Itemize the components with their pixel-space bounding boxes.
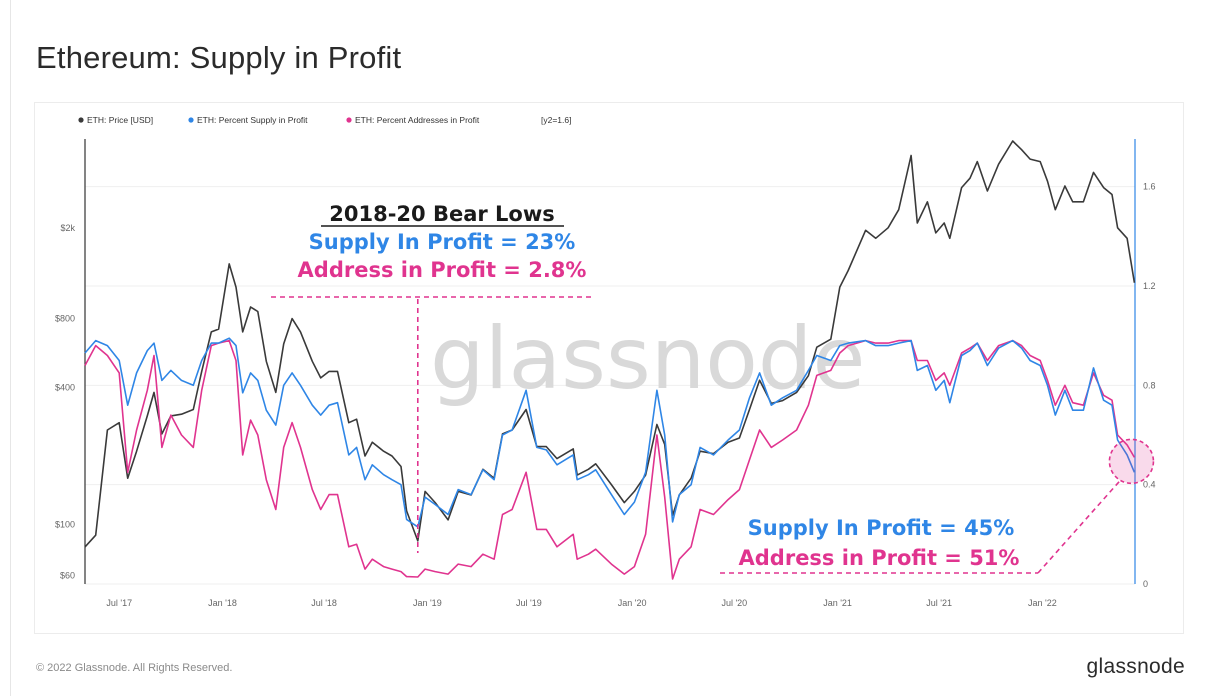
x-tick-label: Jul '19 [516, 598, 542, 608]
legend-dot [78, 117, 83, 122]
x-tick-label: Jan '18 [208, 598, 237, 608]
y-left-tick-label: $60 [60, 570, 75, 580]
annotation-current-highlight [1109, 439, 1153, 483]
y-right-tick-label: 0 [1143, 579, 1148, 589]
chart-legend: ETH: Price [USD] ETH: Percent Supply in P… [78, 115, 571, 125]
annotation-bear-address: Address in Profit = 2.8% [298, 258, 587, 282]
left-border [10, 0, 11, 696]
annotation-current-address: Address in Profit = 51% [739, 546, 1020, 570]
y-left-tick-label: $100 [55, 520, 75, 530]
y-right-tick-label: 0.4 [1143, 480, 1156, 490]
legend-label: [y2=1.6] [541, 115, 571, 125]
y-right-tick-label: 0.8 [1143, 380, 1156, 390]
chart-svg: glassnode ETH: Price [USD] ETH: Percent S… [35, 103, 1185, 635]
x-tick-label: Jul '18 [311, 598, 337, 608]
x-tick-label: Jul '17 [106, 598, 132, 608]
page-title: Ethereum: Supply in Profit [36, 40, 401, 76]
y-left-tick-label: $800 [55, 314, 75, 324]
y-right-tick-label: 1.6 [1143, 182, 1156, 192]
legend-label: ETH: Price [USD] [87, 115, 153, 125]
x-tick-label: Jul '21 [926, 598, 952, 608]
legend-dot [188, 117, 193, 122]
y-left-tick-label: $2k [60, 223, 75, 233]
footer-brand-logo[interactable]: glassnode [1087, 655, 1185, 679]
annotation-bear-supply: Supply In Profit = 23% [309, 230, 576, 254]
chart-frame: glassnode ETH: Price [USD] ETH: Percent S… [34, 102, 1184, 634]
watermark-text: glassnode [430, 309, 865, 409]
y-right-tick-label: 1.2 [1143, 281, 1156, 291]
x-tick-label: Jan '21 [823, 598, 852, 608]
x-tick-label: Jul '20 [721, 598, 747, 608]
legend-label: ETH: Percent Addresses in Profit [355, 115, 480, 125]
x-tick-label: Jan '19 [413, 598, 442, 608]
footer-copyright: © 2022 Glassnode. All Rights Reserved. [36, 662, 232, 674]
y-left-tick-label: $400 [55, 382, 75, 392]
annotation-current-connector [1038, 481, 1119, 573]
annotation-current-supply: Supply In Profit = 45% [748, 516, 1015, 540]
annotation-bear-heading: 2018-20 Bear Lows [329, 202, 555, 226]
x-tick-label: Jan '20 [618, 598, 647, 608]
legend-dot [346, 117, 351, 122]
x-tick-label: Jan '22 [1028, 598, 1057, 608]
legend-label: ETH: Percent Supply in Profit [197, 115, 308, 125]
